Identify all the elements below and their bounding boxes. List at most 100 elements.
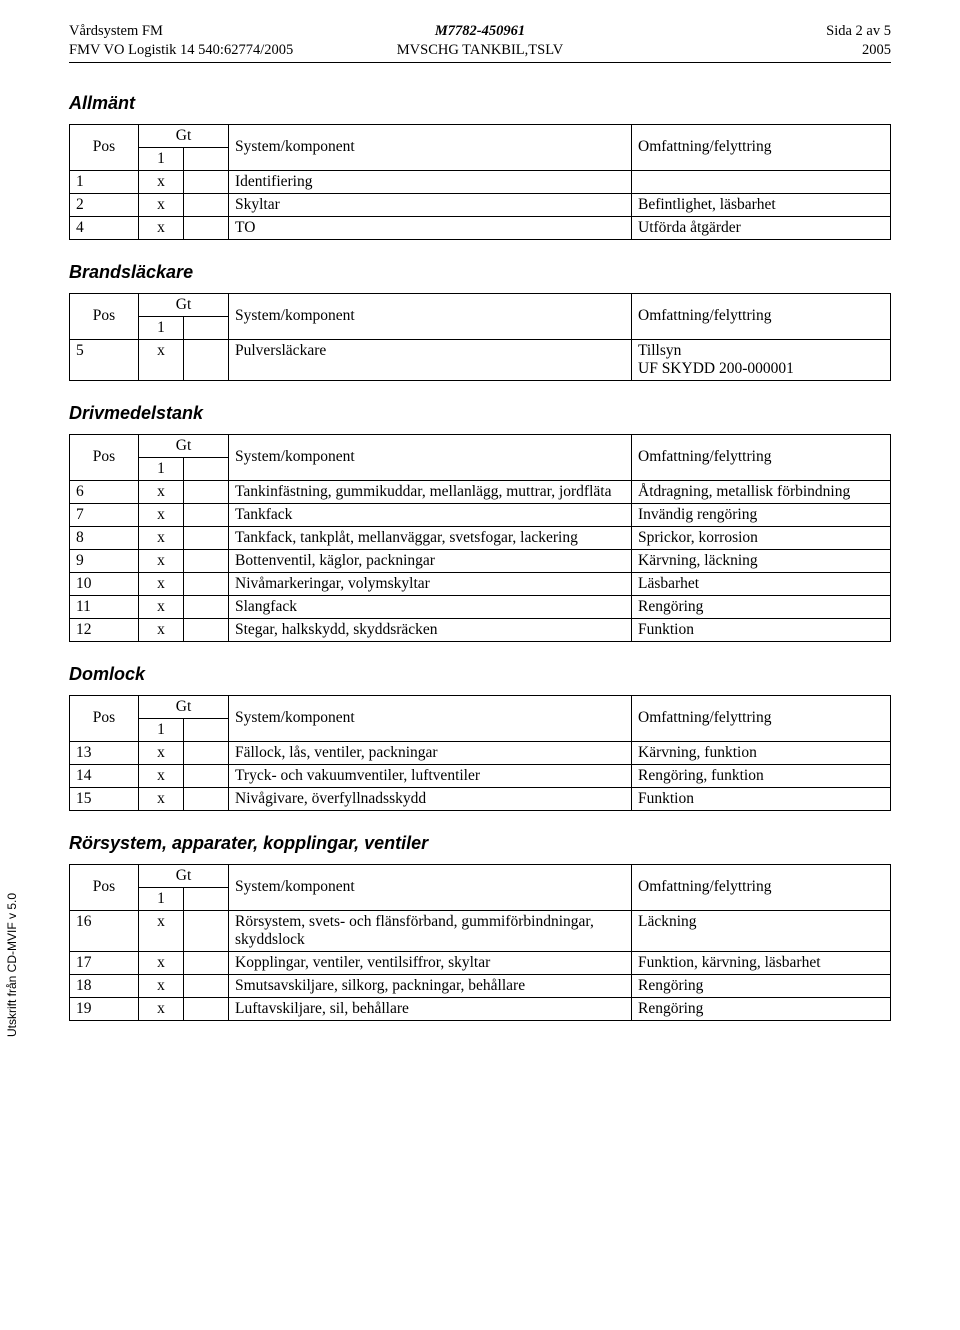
cell-omf: Invändig rengöring xyxy=(632,503,891,526)
cell-pos: 7 xyxy=(70,503,139,526)
cell-gt2 xyxy=(184,216,229,239)
table-row: 9xBottenventil, käglor, packningarKärvni… xyxy=(70,549,891,572)
cell-pos: 10 xyxy=(70,572,139,595)
cell-sys: Stegar, halkskydd, skyddsräcken xyxy=(229,618,632,641)
sections-container: AllmäntPosGtSystem/komponentOmfattning/f… xyxy=(69,93,891,1021)
maintenance-table: PosGtSystem/komponentOmfattning/felyttri… xyxy=(69,293,891,381)
header-center-2: MVSCHG TANKBIL,TSLV xyxy=(343,41,617,60)
col-header-pos: Pos xyxy=(70,695,139,741)
cell-gt2 xyxy=(184,787,229,810)
header-left-1: Vårdsystem FM xyxy=(69,22,343,41)
col-header-gt: Gt xyxy=(139,434,229,457)
cell-gt1: x xyxy=(139,339,184,380)
cell-sys: Nivågivare, överfyllnadsskydd xyxy=(229,787,632,810)
cell-sys: Luftavskiljare, sil, behållare xyxy=(229,997,632,1020)
section-title: Rörsystem, apparater, kopplingar, ventil… xyxy=(69,833,891,854)
col-header-gt2 xyxy=(184,147,229,170)
cell-gt1: x xyxy=(139,480,184,503)
cell-omf: Rengöring, funktion xyxy=(632,764,891,787)
table-row: 18xSmutsavskiljare, silkorg, packningar,… xyxy=(70,974,891,997)
section-title: Drivmedelstank xyxy=(69,403,891,424)
cell-gt1: x xyxy=(139,741,184,764)
cell-omf xyxy=(632,170,891,193)
cell-sys: Slangfack xyxy=(229,595,632,618)
cell-pos: 9 xyxy=(70,549,139,572)
cell-gt2 xyxy=(184,549,229,572)
page-header: Vårdsystem FM M7782-450961 Sida 2 av 5 F… xyxy=(69,22,891,63)
cell-sys: Tankfack xyxy=(229,503,632,526)
cell-pos: 2 xyxy=(70,193,139,216)
cell-gt1: x xyxy=(139,595,184,618)
section-title: Allmänt xyxy=(69,93,891,114)
table-row: 12xStegar, halkskydd, skyddsräckenFunkti… xyxy=(70,618,891,641)
page: Vårdsystem FM M7782-450961 Sida 2 av 5 F… xyxy=(69,0,891,1057)
table-row: 11xSlangfackRengöring xyxy=(70,595,891,618)
cell-omf: Rengöring xyxy=(632,974,891,997)
cell-omf: Tillsyn UF SKYDD 200-000001 xyxy=(632,339,891,380)
table-row: 13x Fällock, lås, ventiler, packningarKär… xyxy=(70,741,891,764)
cell-gt2 xyxy=(184,480,229,503)
cell-pos: 8 xyxy=(70,526,139,549)
cell-gt2 xyxy=(184,170,229,193)
cell-omf: Läckning xyxy=(632,910,891,951)
col-header-gt: Gt xyxy=(139,695,229,718)
cell-omf: Utförda åtgärder xyxy=(632,216,891,239)
cell-pos: 11 xyxy=(70,595,139,618)
cell-pos: 16 xyxy=(70,910,139,951)
cell-sys: Pulversläckare xyxy=(229,339,632,380)
cell-omf: Funktion xyxy=(632,787,891,810)
col-header-sys: System/komponent xyxy=(229,864,632,910)
cell-pos: 1 xyxy=(70,170,139,193)
header-right-1: Sida 2 av 5 xyxy=(617,22,891,41)
cell-omf: Kärvning, läckning xyxy=(632,549,891,572)
cell-pos: 19 xyxy=(70,997,139,1020)
cell-sys: Bottenventil, käglor, packningar xyxy=(229,549,632,572)
cell-gt1: x xyxy=(139,618,184,641)
cell-pos: 12 xyxy=(70,618,139,641)
cell-sys: Nivåmarkeringar, volymskyltar xyxy=(229,572,632,595)
cell-sys: Fällock, lås, ventiler, packningar xyxy=(229,741,632,764)
cell-pos: 13 xyxy=(70,741,139,764)
maintenance-table: PosGtSystem/komponentOmfattning/felyttri… xyxy=(69,434,891,642)
cell-gt2 xyxy=(184,764,229,787)
col-header-omf: Omfattning/felyttring xyxy=(632,695,891,741)
col-header-gt2 xyxy=(184,316,229,339)
cell-gt2 xyxy=(184,741,229,764)
table-row: 2xSkyltarBefintlighet, läsbarhet xyxy=(70,193,891,216)
col-header-pos: Pos xyxy=(70,293,139,339)
table-row: 8xTankfack, tankplåt, mellanväggar, svet… xyxy=(70,526,891,549)
col-header-gt2 xyxy=(184,457,229,480)
cell-omf: Befintlighet, läsbarhet xyxy=(632,193,891,216)
col-header-gt: Gt xyxy=(139,864,229,887)
col-header-sys: System/komponent xyxy=(229,695,632,741)
table-row: 15xNivågivare, överfyllnadsskyddFunktion xyxy=(70,787,891,810)
cell-pos: 14 xyxy=(70,764,139,787)
cell-gt1: x xyxy=(139,764,184,787)
col-header-gt: Gt xyxy=(139,124,229,147)
cell-sys: Tankfack, tankplåt, mellanväggar, svetsf… xyxy=(229,526,632,549)
table-row: 5xPulversläckareTillsyn UF SKYDD 200-000… xyxy=(70,339,891,380)
cell-pos: 6 xyxy=(70,480,139,503)
table-row: 19xLuftavskiljare, sil, behållareRengöri… xyxy=(70,997,891,1020)
cell-omf: Åtdragning, metallisk förbindning xyxy=(632,480,891,503)
col-header-sys: System/komponent xyxy=(229,293,632,339)
cell-omf: Kärvning, funktion xyxy=(632,741,891,764)
cell-gt1: x xyxy=(139,216,184,239)
cell-gt1: x xyxy=(139,910,184,951)
col-header-pos: Pos xyxy=(70,864,139,910)
cell-omf: Funktion, kärvning, läsbarhet xyxy=(632,951,891,974)
cell-gt2 xyxy=(184,503,229,526)
side-print-note: Utskrift från CD-MVIF v 5.0 xyxy=(5,893,19,1037)
maintenance-table: PosGtSystem/komponentOmfattning/felyttri… xyxy=(69,695,891,811)
col-header-gt2 xyxy=(184,887,229,910)
col-header-gt1: 1 xyxy=(139,718,184,741)
cell-gt2 xyxy=(184,526,229,549)
cell-gt2 xyxy=(184,595,229,618)
cell-sys: Identifiering xyxy=(229,170,632,193)
table-row: 14xTryck- och vakuumventiler, luftventil… xyxy=(70,764,891,787)
cell-sys: Rörsystem, svets- och flänsförband, gumm… xyxy=(229,910,632,951)
cell-sys: Tankinfästning, gummikuddar, mellanlägg,… xyxy=(229,480,632,503)
cell-pos: 15 xyxy=(70,787,139,810)
section-title: Domlock xyxy=(69,664,891,685)
cell-gt1: x xyxy=(139,572,184,595)
